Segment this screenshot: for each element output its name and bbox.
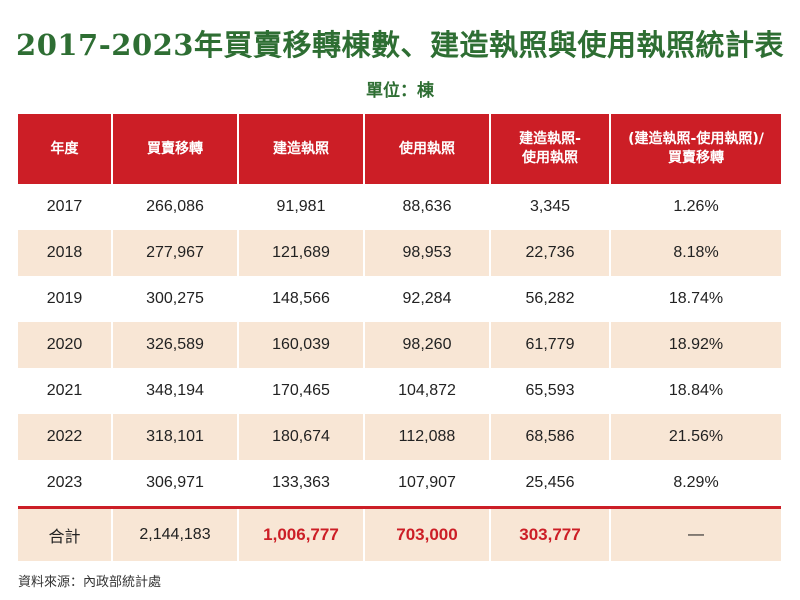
- table-cell: 318,101: [112, 414, 239, 460]
- table-cell: 92,284: [364, 276, 491, 322]
- table-cell: 148,566: [238, 276, 365, 322]
- unit-label: 單位：棟: [366, 81, 434, 101]
- header-cell: 使用執照: [364, 114, 491, 184]
- table-cell: 160,039: [238, 322, 365, 368]
- table-cell: 104,872: [364, 368, 491, 414]
- table-cell: 18.84%: [610, 368, 781, 414]
- table-row: 2017 266,086 91,981 88,636 3,345 1.26%: [18, 184, 781, 230]
- table-cell: 61,779: [490, 322, 611, 368]
- table-cell: 98,953: [364, 230, 491, 276]
- table-cell: 170,465: [238, 368, 365, 414]
- table-cell: 2019: [18, 276, 113, 322]
- table-cell: 8.29%: [610, 460, 781, 508]
- source-note: 資料來源：內政部統計處: [18, 575, 162, 590]
- header-line: 買賣移轉: [668, 150, 724, 166]
- table-cell: 25,456: [490, 460, 611, 508]
- header-cell: 建造執照- 使用執照: [490, 114, 611, 184]
- table-cell: 3,345: [490, 184, 611, 230]
- table-row: 2022 318,101 180,674 112,088 68,586 21.56%: [18, 414, 781, 460]
- table-row: 2021 348,194 170,465 104,872 65,593 18.84%: [18, 368, 781, 414]
- header-line: (建造執照-使用執照)/: [628, 131, 764, 147]
- table-cell: 300,275: [112, 276, 239, 322]
- table-cell: 2021: [18, 368, 113, 414]
- table-cell: 2023: [18, 460, 113, 508]
- table-cell: 348,194: [112, 368, 239, 414]
- table-cell: 8.18%: [610, 230, 781, 276]
- table-cell: 2022: [18, 414, 113, 460]
- table-row: 2020 326,589 160,039 98,260 61,779 18.92%: [18, 322, 781, 368]
- header-row: 年度 買賣移轉 建造執照 使用執照 建造執照- 使用執照 (建造執照-使用執照)/…: [18, 114, 781, 184]
- total-cell: —: [610, 506, 781, 561]
- table-cell: 68,586: [490, 414, 611, 460]
- total-cell: 303,777: [490, 506, 611, 561]
- total-cell: 2,144,183: [112, 506, 239, 561]
- table-cell: 18.74%: [610, 276, 781, 322]
- table-cell: 180,674: [238, 414, 365, 460]
- table-cell: 22,736: [490, 230, 611, 276]
- statistics-table: 年度 買賣移轉 建造執照 使用執照 建造執照- 使用執照 (建造執照-使用執照)/…: [18, 114, 781, 561]
- header-line: 建造執照: [273, 140, 329, 157]
- header-cell: (建造執照-使用執照)/ 買賣移轉: [610, 114, 781, 184]
- table-cell: 18.92%: [610, 322, 781, 368]
- table-cell: 306,971: [112, 460, 239, 508]
- table-cell: 56,282: [490, 276, 611, 322]
- header-cell: 買賣移轉: [112, 114, 239, 184]
- table-cell: 21.56%: [610, 414, 781, 460]
- total-cell: 703,000: [364, 506, 491, 561]
- header-cell: 年度: [18, 114, 113, 184]
- header-line: 買賣移轉: [147, 140, 203, 157]
- table-cell: 266,086: [112, 184, 239, 230]
- table-cell: 277,967: [112, 230, 239, 276]
- total-cell: 1,006,777: [238, 506, 365, 561]
- table-cell: 121,689: [238, 230, 365, 276]
- table-cell: 65,593: [490, 368, 611, 414]
- header-line: 年度: [50, 140, 79, 157]
- total-row: 合計 2,144,183 1,006,777 703,000 303,777 —: [18, 506, 781, 561]
- header-line: 使用執照: [399, 140, 455, 157]
- table-cell: 112,088: [364, 414, 491, 460]
- table-cell: 88,636: [364, 184, 491, 230]
- table-cell: 1.26%: [610, 184, 781, 230]
- table-row: 2019 300,275 148,566 92,284 56,282 18.74%: [18, 276, 781, 322]
- table-cell: 107,907: [364, 460, 491, 508]
- table-cell: 326,589: [112, 322, 239, 368]
- table-cell: 2020: [18, 322, 113, 368]
- header-cell: 建造執照: [238, 114, 365, 184]
- table-row: 2018 277,967 121,689 98,953 22,736 8.18%: [18, 230, 781, 276]
- header-line: 使用執照: [522, 150, 578, 166]
- table-title: 2017-2023年買賣移轉棟數、建造執照與使用執照統計表: [16, 28, 784, 62]
- total-cell: 合計: [18, 506, 113, 561]
- header-line: 建造執照-: [519, 131, 581, 147]
- table-cell: 2018: [18, 230, 113, 276]
- table-cell: 91,981: [238, 184, 365, 230]
- table-cell: 2017: [18, 184, 113, 230]
- table-row: 2023 306,971 133,363 107,907 25,456 8.29%: [18, 460, 781, 508]
- table-cell: 133,363: [238, 460, 365, 508]
- table-cell: 98,260: [364, 322, 491, 368]
- table-body: 2017 266,086 91,981 88,636 3,345 1.26% 2018 277…: [18, 184, 781, 508]
